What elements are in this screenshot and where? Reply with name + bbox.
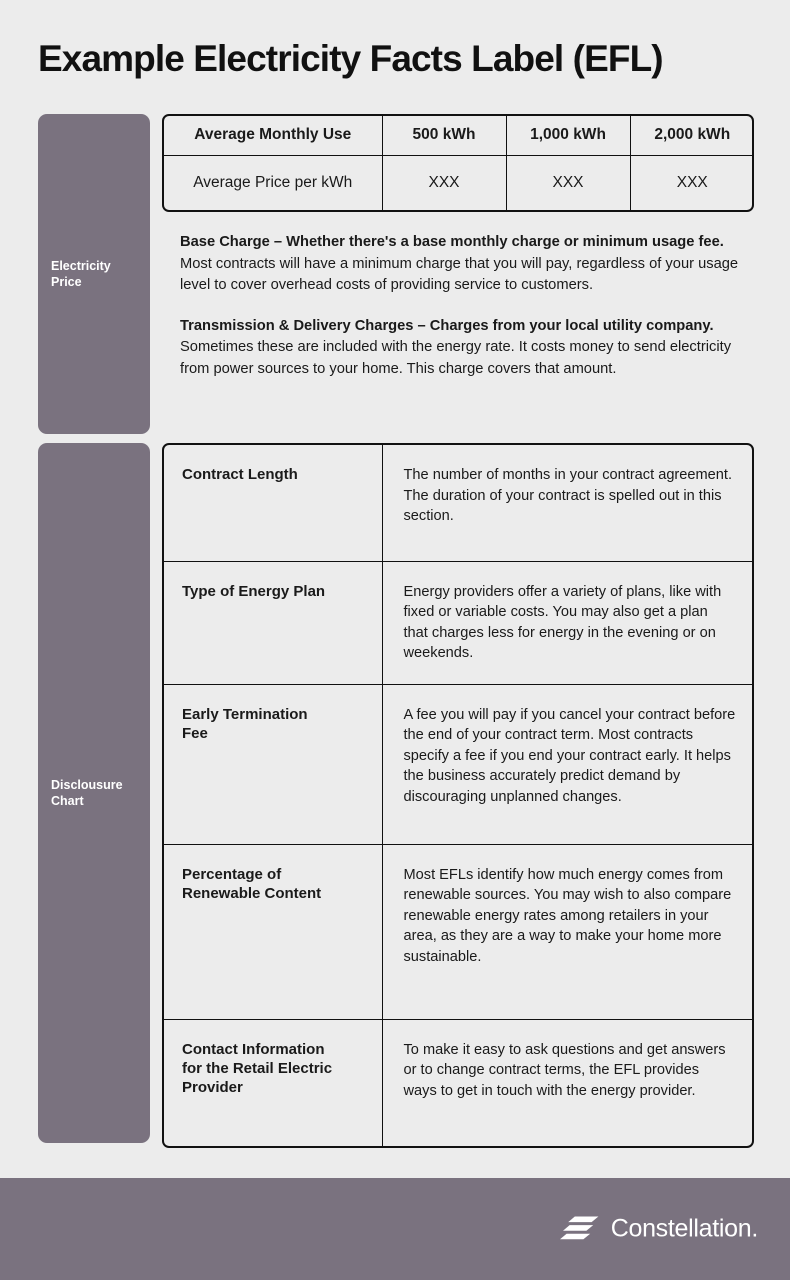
table-row: Contract Length The number of months in … <box>164 445 752 562</box>
brand-name: Constellation. <box>610 1214 759 1243</box>
disclosure-chart-table: Contract Length The number of months in … <box>162 443 754 1148</box>
disclosure-row-3-term: Percentage of Renewable Content <box>164 844 383 1020</box>
price-table-row-0-value-1: 1,000 kWh <box>506 116 631 156</box>
electricity-price-note-1: Transmission & Delivery Charges – Charge… <box>180 316 740 381</box>
constellation-logo-icon <box>559 1216 599 1240</box>
table-row: Percentage of Renewable Content Most EFLs… <box>164 844 752 1020</box>
table-row: Type of Energy Plan Energy providers off… <box>164 561 752 685</box>
price-table-row-1-label: Average Price per kWh <box>164 155 383 210</box>
disclosure-row-2-description: A fee you will pay if you cancel your co… <box>382 684 752 845</box>
electricity-price-note-1-lead: Transmission & Delivery Charges – Charge… <box>180 317 714 334</box>
sidebar-block-disclosure-chart: Disclousure Chart <box>38 443 150 1143</box>
average-price-table: Average Monthly Use 500 kWh 1,000 kWh 2,… <box>162 114 754 212</box>
disclosure-row-2-term: Early Termination Fee <box>164 684 383 845</box>
electricity-price-note-1-body: Sometimes these are included with the en… <box>180 339 732 377</box>
table-row: Average Price per kWh XXX XXX XXX <box>164 155 752 210</box>
table-row: Contact Information for the Retail Electr… <box>164 1019 752 1146</box>
brand-lockup: Constellation. <box>559 1214 759 1243</box>
sidebar-block-electricity-price-label: Electricity Price <box>51 259 111 289</box>
electricity-price-note-0-lead: Base Charge – Whether there's a base mon… <box>180 234 724 250</box>
electricity-price-note-0: Base Charge – Whether there's a base mon… <box>180 232 740 297</box>
electricity-price-note-0-body: Most contracts will have a minimum charg… <box>180 255 739 294</box>
price-table-row-1-value-0: XXX <box>382 155 507 210</box>
disclosure-row-4-term: Contact Information for the Retail Electr… <box>164 1019 383 1146</box>
disclosure-row-0-description: The number of months in your contract ag… <box>382 445 752 562</box>
disclosure-row-3-description: Most EFLs identify how much energy comes… <box>382 844 752 1020</box>
disclosure-row-1-term: Type of Energy Plan <box>164 561 383 685</box>
page-footer: Constellation. <box>0 1178 790 1280</box>
price-table-row-1-value-2: XXX <box>676 173 708 191</box>
sidebar-block-disclosure-chart-label: Disclousure Chart <box>51 778 123 808</box>
price-table-row-0-value-0: 500 kWh <box>382 116 507 156</box>
disclosure-row-4-description: To make it easy to ask questions and get… <box>403 1041 726 1099</box>
table-row: Early Termination Fee A fee you will pay … <box>164 684 752 845</box>
page-title: Example Electricity Facts Label (EFL) <box>38 38 664 79</box>
price-table-row-1-value-1: XXX <box>506 155 631 210</box>
disclosure-row-0-term: Contract Length <box>164 445 383 562</box>
price-table-row-0-label: Average Monthly Use <box>164 116 383 156</box>
price-table-row-0-value-2: 2,000 kWh <box>630 116 752 156</box>
sidebar-block-electricity-price: Electricity Price <box>38 114 150 434</box>
disclosure-row-1-description: Energy providers offer a variety of plan… <box>382 561 752 685</box>
table-row: Average Monthly Use 500 kWh 1,000 kWh 2,… <box>164 116 752 156</box>
electricity-price-notes: Base Charge – Whether there's a base mon… <box>180 232 740 380</box>
